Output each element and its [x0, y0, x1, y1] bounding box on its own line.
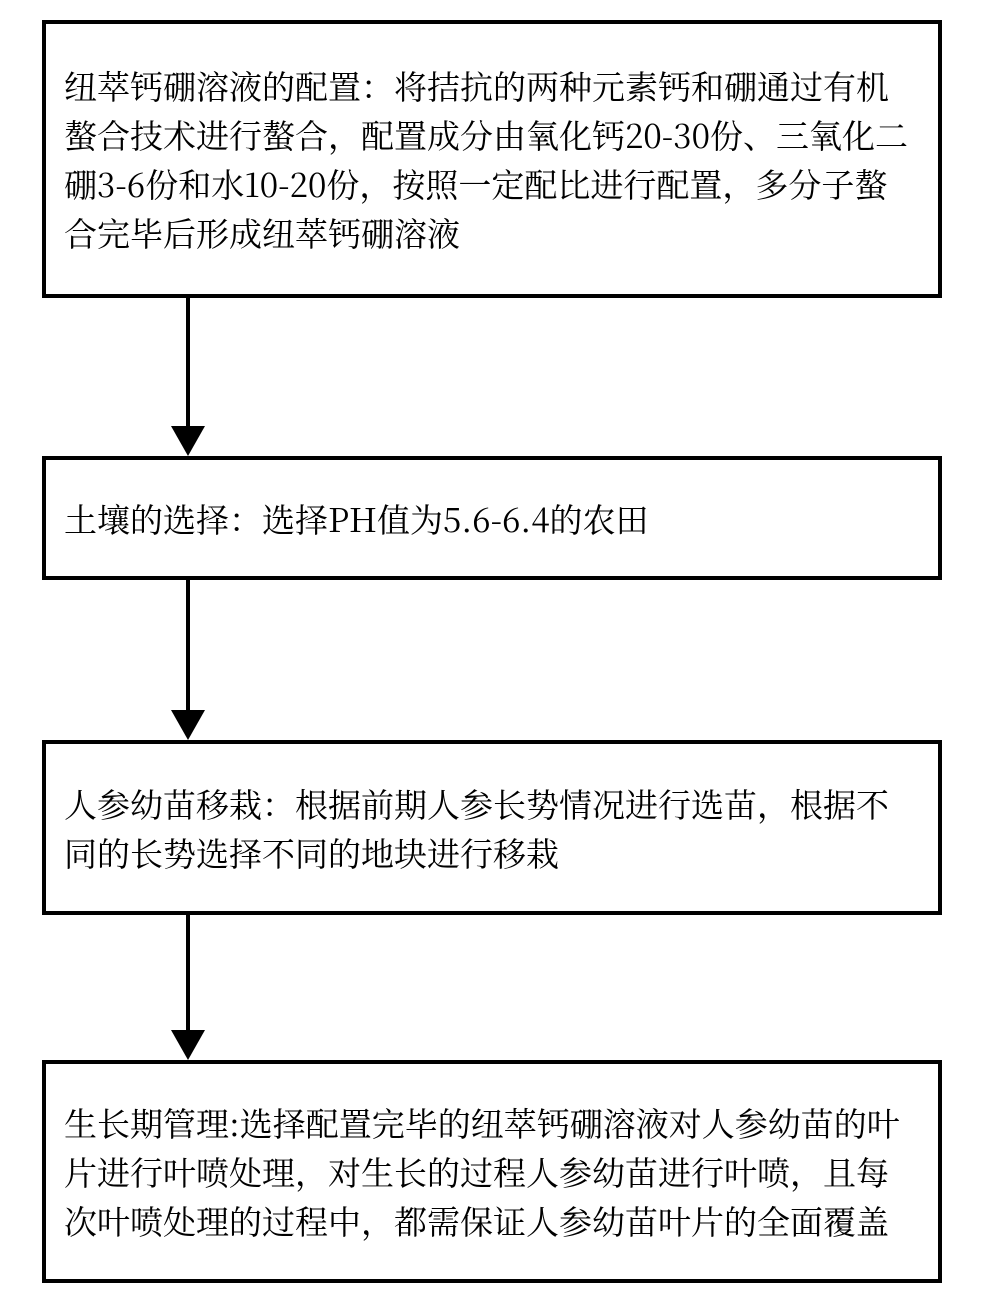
step-box-2: 土壤的选择：选择PH值为5.6-6.4的农田	[42, 456, 942, 580]
step-box-1: 纽萃钙硼溶液的配置：将拮抗的两种元素钙和硼通过有机螯合技术进行螯合，配置成分由氧…	[42, 20, 942, 298]
step-box-3: 人参幼苗移栽：根据前期人参长势情况进行选苗，根据不同的长势选择不同的地块进行移栽	[42, 740, 942, 915]
flowchart-canvas: 纽萃钙硼溶液的配置：将拮抗的两种元素钙和硼通过有机螯合技术进行螯合，配置成分由氧…	[0, 0, 984, 1299]
arrow-head-2	[171, 710, 205, 740]
step-box-1-text: 纽萃钙硼溶液的配置：将拮抗的两种元素钙和硼通过有机螯合技术进行螯合，配置成分由氧…	[64, 61, 920, 257]
arrow-line-2	[186, 580, 190, 710]
arrow-line-1	[186, 298, 190, 426]
arrow-line-3	[186, 915, 190, 1030]
arrow-head-3	[171, 1030, 205, 1060]
step-box-4-text: 生长期管理:选择配置完毕的纽萃钙硼溶液对人参幼苗的叶片进行叶喷处理，对生长的过程…	[64, 1098, 920, 1245]
step-box-4: 生长期管理:选择配置完毕的纽萃钙硼溶液对人参幼苗的叶片进行叶喷处理，对生长的过程…	[42, 1060, 942, 1283]
step-box-2-text: 土壤的选择：选择PH值为5.6-6.4的农田	[64, 494, 649, 543]
step-box-3-text: 人参幼苗移栽：根据前期人参长势情况进行选苗，根据不同的长势选择不同的地块进行移栽	[64, 779, 920, 877]
arrow-head-1	[171, 426, 205, 456]
